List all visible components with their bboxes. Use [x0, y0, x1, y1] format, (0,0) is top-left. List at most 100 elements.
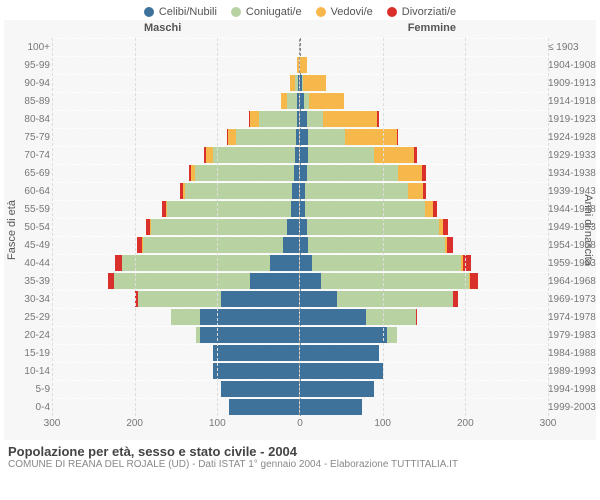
legend-item: Celibi/Nubili	[144, 6, 217, 18]
bar-segment	[200, 327, 299, 343]
pyramid-row: 75-791924-1928	[52, 128, 548, 146]
bar-segment	[151, 219, 287, 235]
pyramid-row: 95-991904-1908	[52, 56, 548, 74]
bar-segment	[300, 255, 312, 271]
male-bar	[52, 111, 300, 127]
male-bar	[52, 165, 300, 181]
bar-segment	[250, 273, 299, 289]
x-tick: 100	[209, 418, 226, 429]
age-label: 45-49	[6, 240, 50, 251]
gridline	[465, 38, 466, 416]
birth-year-label: 1954-1958	[548, 240, 600, 251]
pyramid-row: 90-941909-1913	[52, 74, 548, 92]
birth-year-label: 1944-1948	[548, 204, 600, 215]
bar-container	[52, 93, 548, 109]
bar-container	[52, 129, 548, 145]
age-label: 10-14	[6, 366, 50, 377]
bar-segment	[281, 93, 288, 109]
legend-swatch	[387, 7, 397, 17]
bar-segment	[470, 273, 477, 289]
gridline	[52, 38, 53, 416]
pyramid-row: 85-891914-1918	[52, 92, 548, 110]
male-bar	[52, 147, 300, 163]
bar-segment	[298, 75, 299, 91]
bar-segment	[425, 201, 433, 217]
age-label: 20-24	[6, 330, 50, 341]
pyramid-row: 60-641939-1943	[52, 182, 548, 200]
bar-container	[52, 165, 548, 181]
bar-segment	[122, 255, 270, 271]
bar-segment	[292, 183, 299, 199]
female-bar	[300, 255, 548, 271]
male-bar	[52, 309, 300, 325]
bar-container	[52, 309, 548, 325]
bar-segment	[291, 201, 299, 217]
legend-swatch	[316, 7, 326, 17]
birth-year-label: 1939-1943	[548, 186, 600, 197]
bar-segment	[337, 291, 453, 307]
bar-segment	[305, 183, 408, 199]
bar-segment	[422, 165, 425, 181]
male-bar	[52, 273, 300, 289]
bar-segment	[287, 219, 299, 235]
bar-segment	[374, 147, 414, 163]
bar-container	[52, 39, 548, 55]
bar-segment	[229, 399, 299, 415]
bar-segment	[250, 111, 260, 127]
bar-segment	[463, 255, 471, 271]
male-bar	[52, 237, 300, 253]
x-axis: 3002001000100200300	[52, 418, 548, 434]
age-label: 25-29	[6, 312, 50, 323]
bar-segment	[167, 201, 291, 217]
age-label: 75-79	[6, 132, 50, 143]
female-bar	[300, 309, 548, 325]
male-bar	[52, 255, 300, 271]
bar-segment	[453, 291, 458, 307]
female-bar	[300, 165, 548, 181]
bar-segment	[307, 219, 439, 235]
bar-container	[52, 219, 548, 235]
bar-segment	[213, 345, 299, 361]
bar-container	[52, 147, 548, 163]
bar-segment	[308, 147, 374, 163]
bar-segment	[300, 165, 307, 181]
male-bar	[52, 183, 300, 199]
bar-segment	[300, 363, 383, 379]
female-label: Femmine	[408, 22, 456, 34]
female-bar	[300, 39, 548, 55]
bar-segment	[303, 75, 326, 91]
bar-container	[52, 291, 548, 307]
male-bar	[52, 57, 300, 73]
pyramid-row: 100+≤ 1903	[52, 38, 548, 56]
birth-year-label: 1989-1993	[548, 366, 600, 377]
bar-segment	[300, 237, 308, 253]
bar-container	[52, 183, 548, 199]
pyramid-row: 10-141989-1993	[52, 362, 548, 380]
x-tick: 100	[374, 418, 391, 429]
bar-segment	[300, 111, 307, 127]
male-bar	[52, 93, 300, 109]
bar-container	[52, 255, 548, 271]
age-label: 80-84	[6, 114, 50, 125]
birth-year-label: 1904-1908	[548, 60, 600, 71]
age-label: 90-94	[6, 78, 50, 89]
age-label: 30-34	[6, 294, 50, 305]
age-label: 60-64	[6, 186, 50, 197]
male-bar	[52, 363, 300, 379]
pyramid-row: 45-491954-1958	[52, 236, 548, 254]
bar-segment	[213, 147, 295, 163]
birth-year-label: 1974-1978	[548, 312, 600, 323]
male-bar	[52, 201, 300, 217]
bar-segment	[307, 111, 324, 127]
bar-segment	[408, 183, 423, 199]
bar-container	[52, 201, 548, 217]
birth-year-label: 1964-1968	[548, 276, 600, 287]
pyramid-row: 25-291974-1978	[52, 308, 548, 326]
female-bar	[300, 291, 548, 307]
male-bar	[52, 75, 300, 91]
birth-year-label: 1959-1963	[548, 258, 600, 269]
pyramid-row: 40-441959-1963	[52, 254, 548, 272]
pyramid-row: 20-241979-1983	[52, 326, 548, 344]
birth-year-label: 1994-1998	[548, 384, 600, 395]
gridline	[135, 38, 136, 416]
